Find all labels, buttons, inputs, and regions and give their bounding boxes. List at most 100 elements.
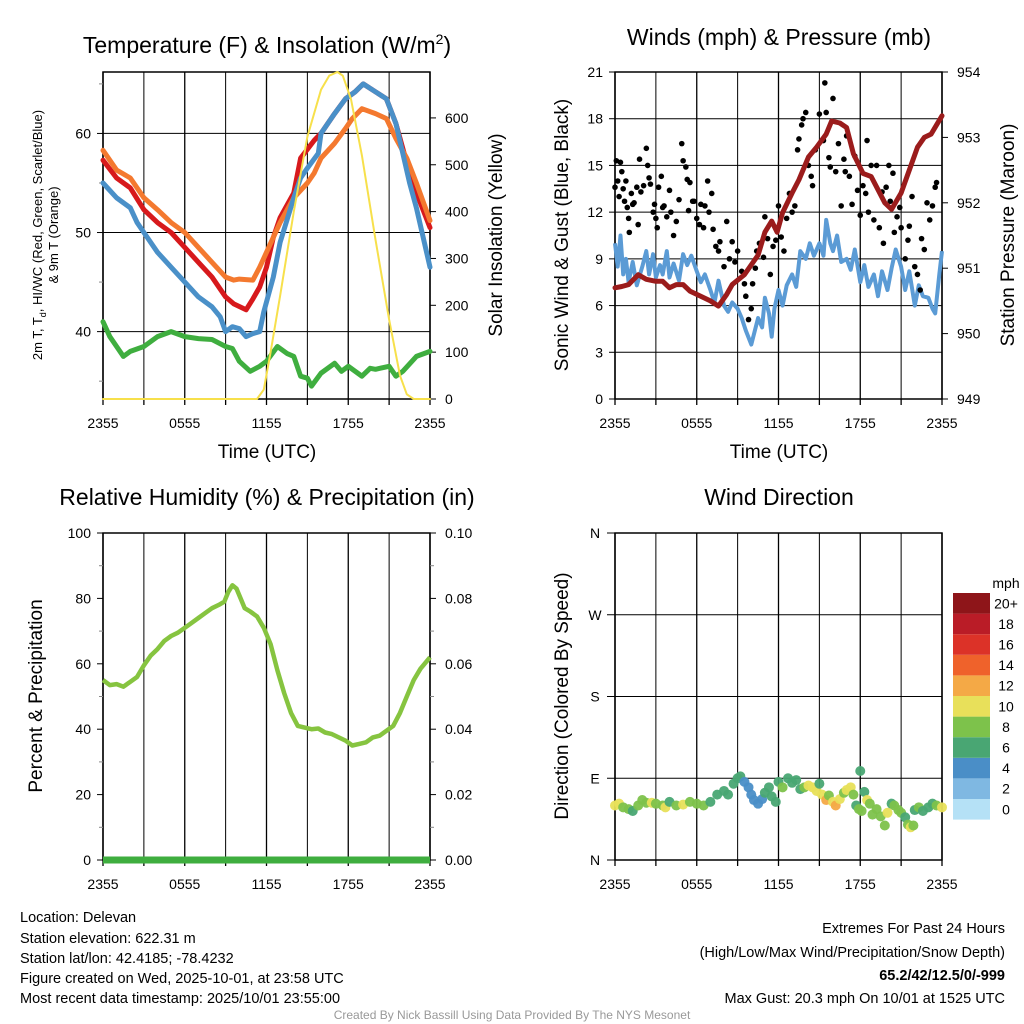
gust-point bbox=[767, 271, 774, 278]
winds-plot: 0 3 6 9 12 15 18 21 949 950 951 952 953 954 bbox=[587, 64, 980, 407]
colorbar-swatch bbox=[953, 757, 990, 779]
x-tick-label: 0555 bbox=[681, 876, 712, 892]
wind-direction-point bbox=[937, 802, 947, 813]
gust-point bbox=[860, 182, 866, 189]
gust-point bbox=[896, 204, 903, 211]
gust-point bbox=[902, 256, 909, 262]
y-tick-label: 21 bbox=[587, 64, 603, 80]
y-tick-label: N bbox=[590, 525, 600, 541]
colorbar-label: 10 bbox=[998, 698, 1014, 714]
gust-point bbox=[883, 184, 889, 191]
x-tick-label: 2355 bbox=[87, 876, 118, 892]
colorbar-swatch bbox=[953, 593, 990, 614]
colorbar-label: 18 bbox=[998, 616, 1014, 632]
created-text: Figure created on Wed, 2025-10-01, at 23… bbox=[20, 971, 344, 987]
wind-direction-point bbox=[859, 786, 870, 797]
y-right-tick-label: 0.00 bbox=[445, 852, 472, 868]
gust-point bbox=[857, 212, 864, 219]
gust-point bbox=[625, 215, 632, 222]
gust-point bbox=[700, 224, 707, 231]
colorbar-label: 8 bbox=[1002, 719, 1010, 735]
gust-point bbox=[909, 193, 915, 200]
gust-point bbox=[704, 178, 711, 184]
gust-point bbox=[924, 200, 930, 206]
y-tick-label: 0 bbox=[595, 391, 603, 407]
gust-point bbox=[623, 178, 629, 184]
panel-2-axes: 2355 0555 1155 1755 2355 bbox=[87, 532, 446, 892]
gust-point bbox=[702, 203, 708, 209]
colorbar-title: mph bbox=[992, 575, 1019, 591]
x-tick-label: 2355 bbox=[414, 876, 445, 892]
extremes-values: 65.2/42/12.5/0/-999 bbox=[879, 968, 1005, 984]
y-tick-label: 40 bbox=[75, 324, 91, 340]
x-tick-label: 2355 bbox=[599, 415, 630, 431]
gust-point bbox=[624, 204, 631, 211]
gust-point bbox=[826, 154, 832, 161]
gust-point bbox=[835, 140, 842, 147]
gust-point bbox=[644, 162, 651, 169]
humidity-line bbox=[101, 583, 432, 748]
gust-point bbox=[696, 221, 703, 228]
panel-3-axes: 2355 0555 1155 1755 2355 bbox=[599, 532, 958, 892]
colorbar-label: 0 bbox=[1002, 801, 1010, 817]
gust-point bbox=[741, 280, 748, 287]
y-tick-label: 20 bbox=[75, 787, 91, 803]
gust-point bbox=[729, 238, 735, 245]
gust-point bbox=[612, 184, 618, 191]
wind-direction-point bbox=[882, 807, 893, 818]
gust-point bbox=[929, 203, 936, 209]
gust-point bbox=[830, 95, 836, 102]
y-tick-label: 12 bbox=[587, 204, 603, 220]
colorbar-label: 14 bbox=[998, 657, 1014, 673]
gust-point bbox=[808, 173, 814, 180]
gust-point bbox=[898, 224, 904, 231]
y-right-tick-label: 953 bbox=[957, 129, 981, 145]
wind-direction-point bbox=[871, 804, 882, 815]
wind-direction-panel-title: Wind Direction bbox=[704, 484, 854, 510]
colorbar-label: 16 bbox=[998, 637, 1014, 653]
gust-point bbox=[865, 209, 872, 215]
colorbar-swatch bbox=[953, 675, 990, 696]
wind-ylabel: Sonic Wind & Gust (Blue, Black) bbox=[552, 99, 573, 371]
gust-point bbox=[620, 185, 626, 192]
panel-0-axes: 2355 0555 1155 1755 2355 bbox=[87, 71, 446, 431]
gust-point bbox=[871, 217, 877, 223]
gust-point bbox=[849, 201, 855, 208]
pressure-line bbox=[612, 113, 945, 309]
colorbar-label: 6 bbox=[1002, 740, 1010, 756]
gust-point bbox=[749, 280, 756, 287]
gust-point bbox=[655, 184, 662, 191]
gust-point bbox=[643, 145, 650, 152]
y-tick-label: 60 bbox=[75, 125, 91, 141]
y-right-tick-label: 950 bbox=[957, 326, 981, 342]
gust-point bbox=[651, 201, 658, 208]
wind-direction-point bbox=[770, 796, 781, 807]
y-right-tick-label: 0 bbox=[445, 391, 453, 407]
gust-point bbox=[614, 178, 621, 184]
x-tick-label: 2355 bbox=[926, 876, 957, 892]
gust-point bbox=[691, 198, 697, 205]
recent-data-text: Most recent data timestamp: 2025/10/01 2… bbox=[20, 991, 340, 1007]
winds-xlabel: Time (UTC) bbox=[730, 442, 829, 463]
gust-point bbox=[676, 196, 682, 203]
gust-point bbox=[775, 203, 782, 209]
gust-point bbox=[876, 224, 883, 231]
gust-point bbox=[796, 136, 802, 142]
colorbar-label: 20+ bbox=[994, 595, 1018, 611]
colorbar-label: 2 bbox=[1002, 781, 1010, 797]
x-tick-label: 1755 bbox=[333, 876, 364, 892]
gust-point bbox=[658, 173, 665, 180]
x-tick-label: 2355 bbox=[87, 415, 118, 431]
y-tick-label: 9 bbox=[595, 251, 603, 267]
gust-point bbox=[683, 164, 689, 170]
panel-1-axes: 2355 0555 1155 1755 2355 bbox=[599, 71, 958, 431]
y-right-tick-label: 954 bbox=[957, 64, 981, 80]
gust-point bbox=[653, 215, 659, 222]
y-tick-label: 50 bbox=[75, 225, 91, 241]
temperature-panel-title: Temperature (F) & Insolation (W/m2) bbox=[83, 31, 451, 58]
gust-point bbox=[862, 190, 869, 197]
gust-point bbox=[634, 184, 640, 191]
y-tick-label: 6 bbox=[595, 298, 603, 314]
gust-point bbox=[713, 243, 719, 250]
